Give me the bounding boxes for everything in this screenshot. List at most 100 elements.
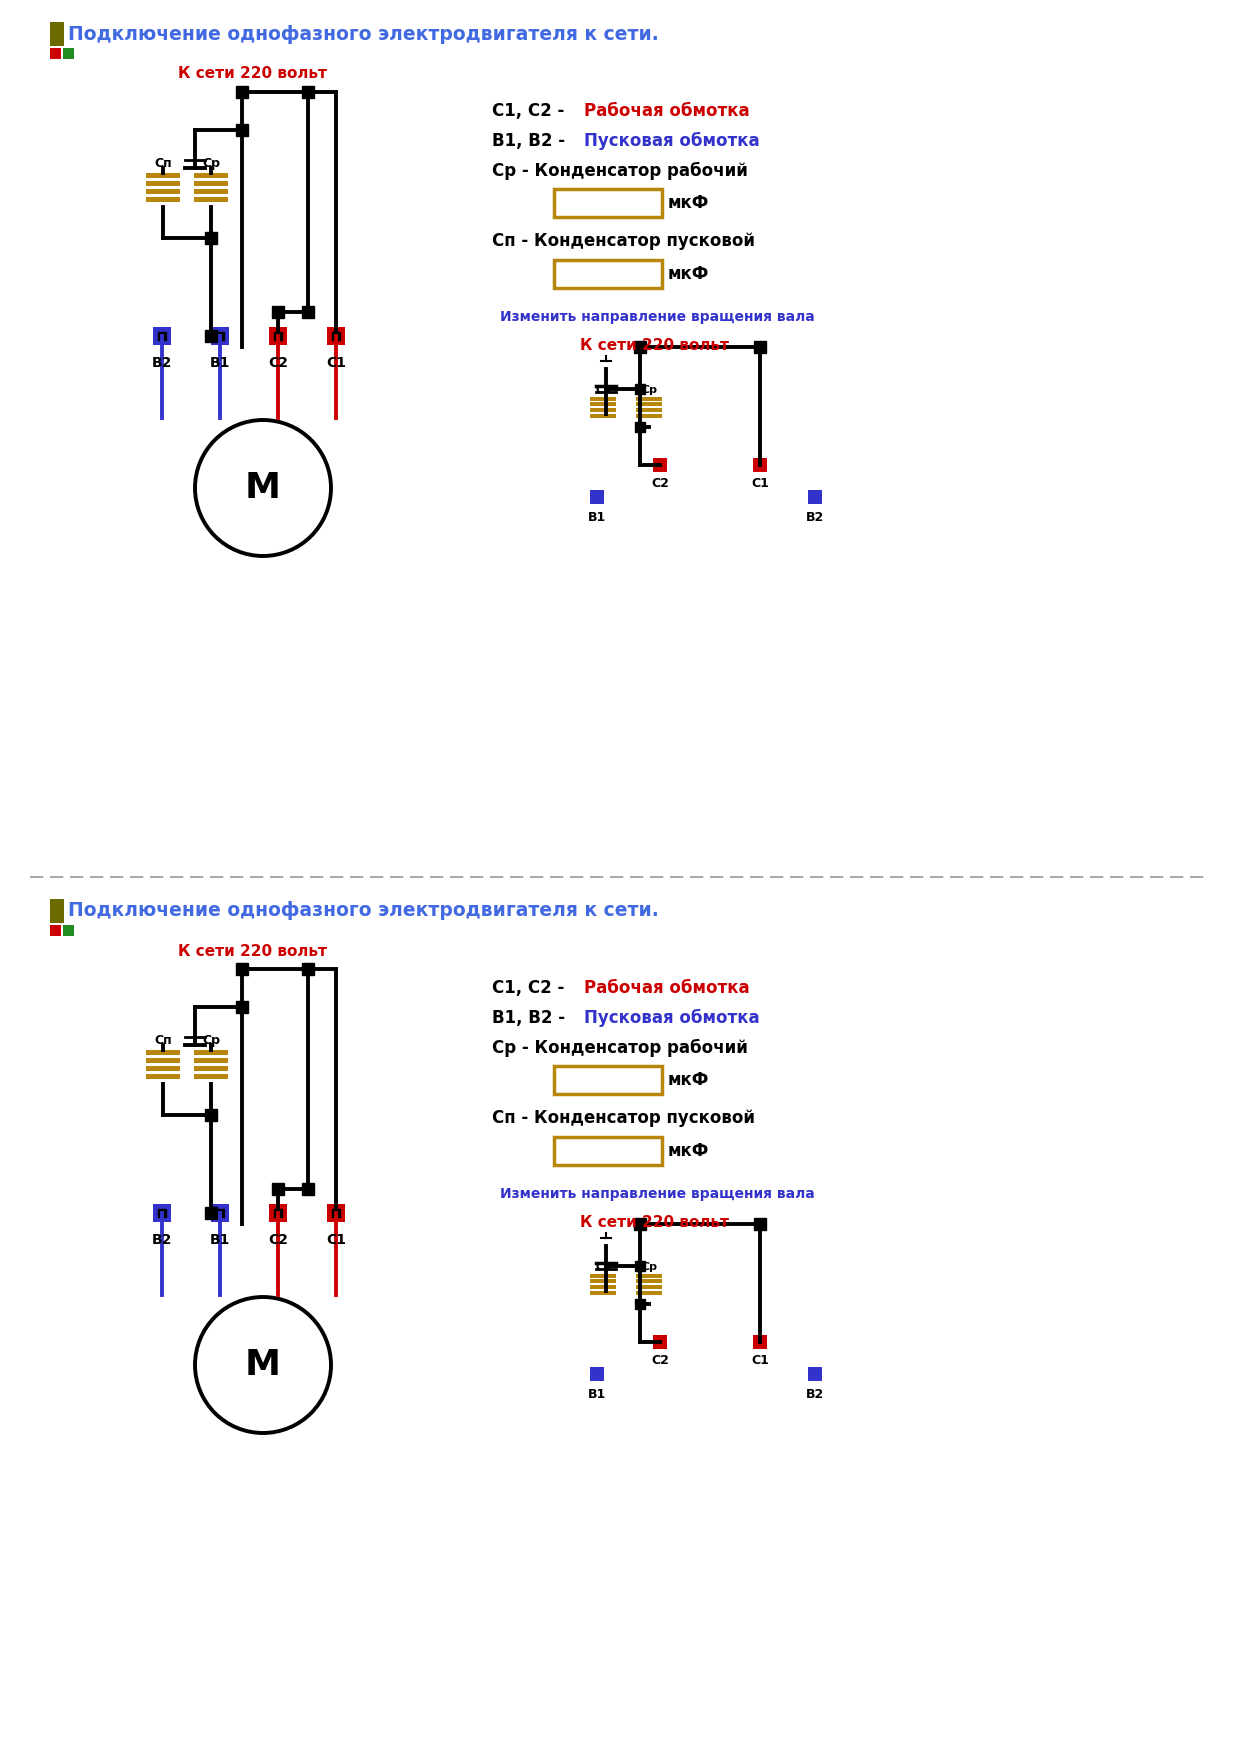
Bar [146, 181, 180, 186]
Text: В1: В1 [210, 1233, 231, 1247]
Bar [193, 1066, 228, 1072]
Bar [193, 1073, 228, 1079]
Text: С1: С1 [326, 356, 346, 370]
Text: Ср: Ср [202, 1035, 219, 1047]
Text: В1, В2 -: В1, В2 - [492, 1009, 570, 1028]
Bar [590, 1366, 604, 1380]
Bar [193, 1058, 228, 1063]
Bar [753, 1335, 768, 1349]
Text: Сп: Сп [595, 384, 611, 395]
Bar [211, 1203, 229, 1223]
Text: В1: В1 [588, 1387, 606, 1401]
Bar [636, 1279, 662, 1282]
Bar [590, 1273, 616, 1279]
Bar [636, 409, 662, 412]
Bar [636, 1291, 662, 1294]
Text: Изменить направление вращения вала: Изменить направление вращения вала [500, 310, 815, 324]
Bar [193, 189, 228, 195]
Text: мкФ: мкФ [668, 265, 709, 282]
Bar [63, 924, 74, 937]
Bar [590, 1279, 616, 1282]
Text: Ср - Конденсатор рабочий: Ср - Конденсатор рабочий [492, 1038, 748, 1058]
Bar [590, 414, 616, 417]
Bar [146, 196, 180, 202]
Text: В2: В2 [151, 1233, 172, 1247]
Bar [269, 1203, 286, 1223]
Text: Пусковая обмотка: Пусковая обмотка [584, 1009, 760, 1028]
Text: Пусковая обмотка: Пусковая обмотка [584, 132, 760, 151]
Text: мкФ: мкФ [668, 1142, 709, 1159]
Text: В2: В2 [151, 356, 172, 370]
Text: Сп: Сп [595, 1261, 611, 1272]
Bar [193, 174, 228, 177]
Bar [63, 47, 74, 60]
Text: Рабочая обмотка: Рабочая обмотка [584, 102, 750, 119]
Text: К сети 220 вольт: К сети 220 вольт [580, 339, 729, 353]
Bar [808, 489, 822, 503]
Text: С1, С2 -: С1, С2 - [492, 102, 570, 119]
Bar [146, 174, 180, 177]
Bar [590, 396, 616, 402]
Text: Ср: Ср [202, 158, 219, 170]
Bar [554, 189, 662, 217]
Bar [327, 326, 345, 346]
Bar [590, 1291, 616, 1294]
Bar [193, 1051, 228, 1054]
Text: С1, С2 -: С1, С2 - [492, 979, 570, 996]
Text: С2: С2 [651, 1354, 668, 1366]
Text: В1, В2 -: В1, В2 - [492, 132, 570, 151]
Text: С1: С1 [751, 1354, 769, 1366]
Bar [636, 402, 662, 405]
Bar [554, 1137, 662, 1165]
Bar [153, 1203, 171, 1223]
Text: Сп - Конденсатор пусковой: Сп - Конденсатор пусковой [492, 1109, 755, 1128]
Bar [554, 1066, 662, 1094]
Text: В1: В1 [588, 510, 606, 524]
Bar [146, 189, 180, 195]
Bar [153, 326, 171, 346]
Bar [636, 1286, 662, 1289]
Bar [636, 1273, 662, 1279]
Text: К сети 220 вольт: К сети 220 вольт [179, 67, 327, 81]
Bar [193, 196, 228, 202]
Bar [590, 1286, 616, 1289]
Bar [50, 924, 61, 937]
Text: Ср - Конденсатор рабочий: Ср - Конденсатор рабочий [492, 161, 748, 181]
Bar [653, 458, 667, 472]
Bar [146, 1051, 180, 1054]
Text: Сп: Сп [154, 158, 172, 170]
Text: Ср: Ср [641, 384, 657, 395]
Bar [554, 260, 662, 288]
Bar [211, 326, 229, 346]
Bar [269, 326, 286, 346]
Text: Подключение однофазного электродвигателя к сети.: Подключение однофазного электродвигателя… [68, 902, 658, 921]
Text: В2: В2 [806, 510, 825, 524]
Bar [50, 23, 64, 46]
Bar [50, 47, 61, 60]
Bar [146, 1073, 180, 1079]
Text: Сп - Конденсатор пусковой: Сп - Конденсатор пусковой [492, 232, 755, 251]
Bar [636, 396, 662, 402]
Bar [590, 409, 616, 412]
Text: К сети 220 вольт: К сети 220 вольт [580, 1216, 729, 1230]
Text: М: М [246, 472, 281, 505]
Bar [327, 1203, 345, 1223]
Text: С2: С2 [268, 1233, 288, 1247]
Text: Сп: Сп [154, 1035, 172, 1047]
Bar [753, 458, 768, 472]
Text: мкФ: мкФ [668, 1072, 709, 1089]
Text: Ср: Ср [641, 1261, 657, 1272]
Bar [146, 1066, 180, 1072]
Bar [50, 900, 64, 923]
Text: С2: С2 [268, 356, 288, 370]
Text: К сети 220 вольт: К сети 220 вольт [179, 944, 327, 958]
Text: В1: В1 [210, 356, 231, 370]
Text: Изменить направление вращения вала: Изменить направление вращения вала [500, 1187, 815, 1201]
Bar [636, 414, 662, 417]
Bar [590, 489, 604, 503]
Text: М: М [246, 1349, 281, 1382]
Bar [808, 1366, 822, 1380]
Bar [146, 1058, 180, 1063]
Text: С1: С1 [751, 477, 769, 489]
Text: мкФ: мкФ [668, 195, 709, 212]
